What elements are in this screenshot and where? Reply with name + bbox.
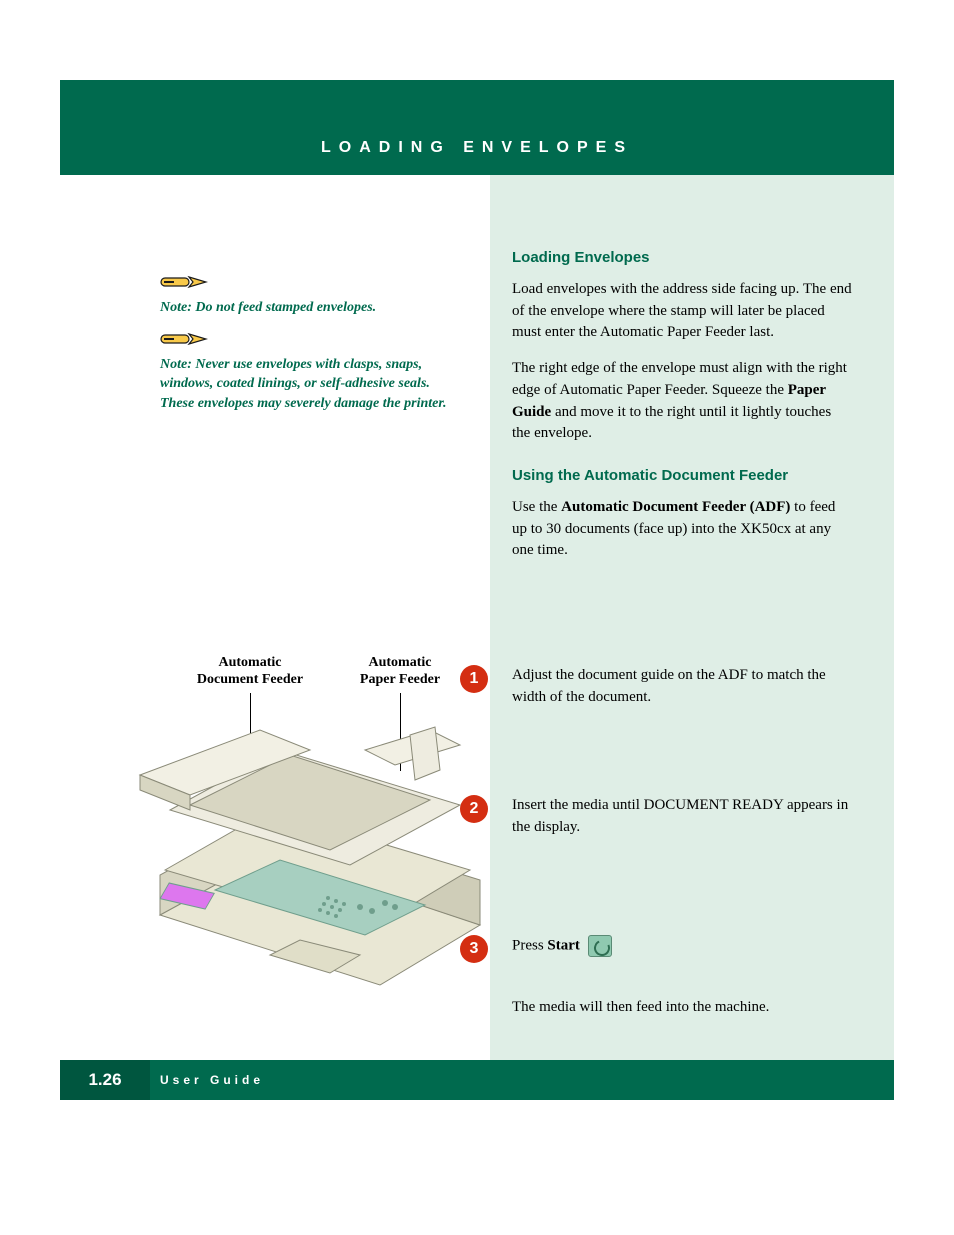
step-text: Insert the media until DOCUMENT READY ap… [512, 795, 860, 839]
paragraph: Load envelopes with the address side fac… [512, 279, 852, 344]
section-heading: Loading Envelopes [512, 247, 852, 269]
step-text: Adjust the document guide on the ADF to … [512, 665, 860, 709]
step-number-badge: 1 [460, 665, 488, 693]
step-number-badge: 2 [460, 795, 488, 823]
page-number: 1.26 [60, 1060, 150, 1100]
step-item: 2 Insert the media until DOCUMENT READY … [460, 795, 860, 839]
start-button-icon [588, 935, 612, 957]
key-arrow-icon [160, 275, 208, 289]
bold-term: Start [547, 937, 580, 953]
header-band: LOADING ENVELOPES [60, 80, 894, 175]
key-arrow-icon [160, 332, 208, 346]
note-text: Note: Never use envelopes with clasps, s… [160, 355, 460, 414]
paragraph: The right edge of the envelope must alig… [512, 358, 852, 445]
page-title: LOADING ENVELOPES [60, 139, 894, 157]
step-number-badge: 3 [460, 935, 488, 963]
printer-diagram: Automatic Document Feeder Automatic Pape… [120, 655, 500, 995]
text-run: Press [512, 937, 547, 953]
section-heading: Using the Automatic Document Feeder [512, 465, 852, 487]
step-item: 3 Press Start The media will then feed i… [460, 935, 769, 1019]
bold-term: Paper Guide [512, 382, 826, 420]
note-block: Note: Do not feed stamped envelopes. [160, 275, 460, 318]
footer-label: User Guide [160, 1060, 264, 1100]
note-block: Note: Never use envelopes with clasps, s… [160, 332, 460, 414]
step-after-para: The media will then feed into the machin… [512, 997, 769, 1019]
footer-band: 1.26 User Guide [60, 1060, 894, 1100]
page: LOADING ENVELOPES Note: Do not feed stam… [60, 80, 894, 1140]
step-item: 1 Adjust the document guide on the ADF t… [460, 665, 860, 709]
bold-term: Automatic Document Feeder (ADF) [561, 499, 790, 515]
main-text-column: Loading Envelopes Load envelopes with th… [512, 247, 852, 576]
paragraph: Use the Automatic Document Feeder (ADF) … [512, 497, 852, 562]
notes-column: Note: Do not feed stamped envelopes. Not… [160, 275, 460, 427]
body-area: Note: Do not feed stamped envelopes. Not… [60, 175, 894, 1100]
text-run: Use the [512, 499, 561, 515]
step-text: Press Start [512, 935, 769, 957]
note-text: Note: Do not feed stamped envelopes. [160, 298, 460, 318]
printer-illustration [120, 655, 500, 995]
